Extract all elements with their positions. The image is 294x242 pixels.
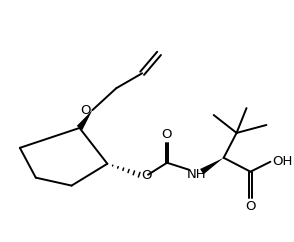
Text: O: O xyxy=(162,129,172,141)
Polygon shape xyxy=(77,110,92,130)
Polygon shape xyxy=(200,158,224,174)
Text: O: O xyxy=(245,200,256,213)
Text: O: O xyxy=(141,169,151,182)
Text: NH: NH xyxy=(187,168,207,181)
Text: OH: OH xyxy=(272,155,293,168)
Text: O: O xyxy=(80,104,91,117)
